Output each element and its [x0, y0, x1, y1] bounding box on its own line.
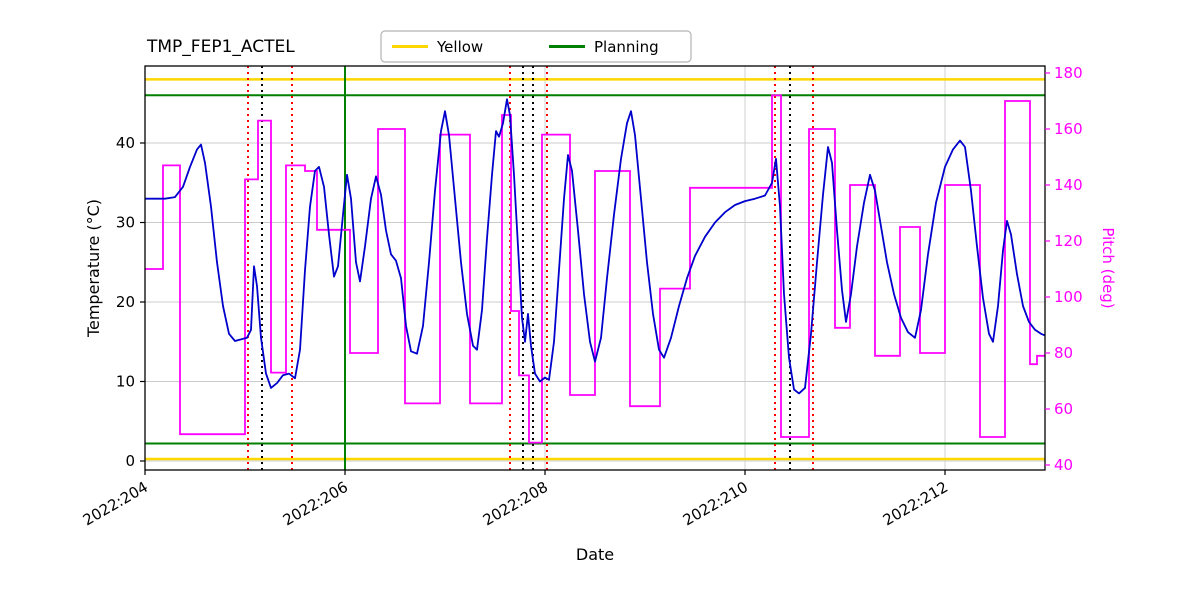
pitch-tick-label: 160 — [1054, 120, 1083, 138]
event-lines — [247, 66, 814, 470]
y-tick-label: 10 — [116, 373, 135, 391]
pitch-line — [145, 94, 1045, 444]
pitch-tick-label: 140 — [1054, 176, 1083, 194]
x-axis-label: Date — [576, 545, 614, 564]
pitch-axis-label: Pitch (deg) — [1099, 227, 1117, 308]
temperature-axis-label: Temperature (°C) — [84, 199, 103, 338]
limit-lines — [145, 78, 1045, 461]
pitch-tick-label: 180 — [1054, 64, 1083, 82]
y-tick-label: 40 — [116, 134, 135, 152]
legend-yellow-label: Yellow — [436, 38, 483, 56]
pitch-tick-label: 100 — [1054, 288, 1083, 306]
y-tick-label: 20 — [116, 293, 135, 311]
y-tick-label: 30 — [116, 214, 135, 232]
chart-title: TMP_FEP1_ACTEL — [146, 37, 295, 57]
pitch-tick-label: 80 — [1054, 344, 1073, 362]
temperature-line — [145, 98, 1046, 395]
y-tick-label: 0 — [125, 452, 135, 470]
pitch-tick-label: 40 — [1054, 456, 1073, 474]
legend-box — [380, 30, 692, 63]
plot-frame — [144, 65, 1046, 471]
temperature-axis: 0 10 20 30 40 — [116, 134, 145, 470]
pitch-tick-label: 120 — [1054, 232, 1083, 250]
legend-planning-label: Planning — [594, 38, 659, 56]
pitch-tick-label: 60 — [1054, 400, 1073, 418]
legend: Yellow Planning — [380, 30, 692, 63]
pitch-axis: 40 60 80 100 120 140 160 180 — [1045, 64, 1083, 474]
